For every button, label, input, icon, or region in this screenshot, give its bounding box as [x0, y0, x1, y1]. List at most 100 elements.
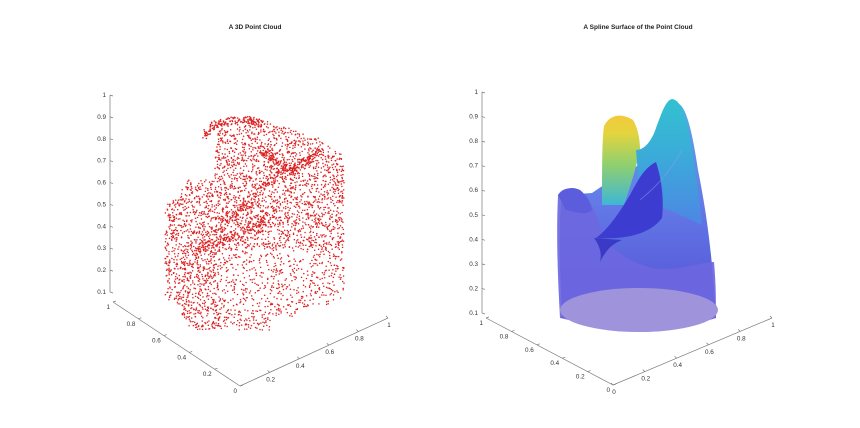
- cloud-point: [203, 235, 206, 238]
- cloud-point: [223, 194, 226, 196]
- cloud-point: [252, 228, 254, 231]
- cloud-point: [236, 213, 239, 215]
- cloud-point: [218, 216, 221, 219]
- cloud-point: [189, 288, 191, 291]
- cloud-point: [292, 270, 294, 273]
- cloud-point: [241, 205, 243, 208]
- cloud-point: [219, 148, 221, 151]
- cloud-point: [216, 282, 219, 284]
- cloud-point: [282, 180, 284, 183]
- cloud-point: [341, 211, 343, 214]
- cloud-point: [257, 205, 260, 208]
- cloud-point: [322, 151, 325, 154]
- cloud-point: [180, 199, 183, 201]
- cloud-point: [275, 163, 277, 165]
- cloud-point: [181, 296, 183, 298]
- cloud-point: [269, 252, 272, 254]
- cloud-point: [322, 186, 325, 189]
- cloud-point: [255, 188, 258, 191]
- cloud-point: [340, 258, 343, 260]
- x-tick-mark: [356, 329, 359, 332]
- cloud-point: [286, 219, 289, 222]
- cloud-point: [221, 127, 223, 130]
- cloud-point: [191, 187, 193, 190]
- cloud-point: [287, 144, 289, 146]
- cloud-point: [277, 287, 279, 290]
- cloud-point: [342, 266, 345, 269]
- cloud-point: [208, 191, 210, 194]
- cloud-point: [228, 221, 231, 223]
- z-tick-mark: [109, 269, 114, 272]
- cloud-point: [341, 199, 344, 202]
- cloud-point: [282, 163, 284, 165]
- cloud-point: [205, 281, 208, 283]
- cloud-point: [294, 157, 296, 160]
- cloud-point: [214, 167, 216, 170]
- cloud-point: [223, 259, 226, 261]
- cloud-point: [205, 187, 207, 189]
- cloud-point: [330, 198, 332, 201]
- cloud-point: [211, 242, 213, 244]
- cloud-point: [293, 163, 295, 166]
- cloud-point: [341, 218, 343, 221]
- chart-title: A 3D Point Cloud: [229, 24, 282, 31]
- cloud-point: [281, 153, 283, 155]
- x-tick-label: 0.6: [325, 349, 334, 356]
- cloud-point: [248, 232, 251, 235]
- cloud-point: [221, 210, 224, 212]
- cloud-point: [319, 153, 321, 156]
- cloud-point: [303, 203, 306, 206]
- cloud-point: [252, 147, 254, 149]
- cloud-point: [341, 185, 343, 188]
- cloud-point: [311, 219, 313, 222]
- cloud-point: [206, 134, 208, 137]
- cloud-point: [300, 236, 303, 238]
- cloud-point: [260, 180, 263, 183]
- cloud-point: [296, 213, 299, 216]
- cloud-point: [320, 234, 322, 236]
- cloud-point: [251, 142, 253, 145]
- cloud-point: [213, 322, 216, 325]
- cloud-point: [272, 130, 274, 132]
- cloud-point: [224, 165, 226, 167]
- cloud-point: [288, 217, 290, 220]
- cloud-point: [187, 234, 189, 237]
- cloud-point: [168, 219, 171, 221]
- cloud-point: [236, 319, 239, 322]
- cloud-point: [229, 187, 232, 189]
- cloud-point: [268, 245, 270, 248]
- cloud-point: [221, 266, 223, 269]
- cloud-point: [250, 211, 252, 213]
- cloud-point: [184, 205, 186, 208]
- cloud-point: [203, 201, 205, 204]
- cloud-point: [216, 160, 219, 162]
- cloud-point: [175, 217, 178, 219]
- cloud-point: [230, 180, 233, 183]
- cloud-point: [257, 197, 260, 200]
- cloud-point: [194, 295, 197, 298]
- cloud-point: [338, 195, 341, 197]
- cloud-point: [336, 207, 339, 209]
- cloud-point: [270, 286, 273, 288]
- y-tick-label: 1: [479, 320, 483, 327]
- cloud-point: [330, 288, 333, 291]
- cloud-point: [200, 218, 203, 220]
- cloud-point: [227, 167, 229, 170]
- cloud-point: [276, 139, 278, 141]
- cloud-point: [168, 218, 171, 220]
- cloud-point: [341, 252, 343, 254]
- cloud-point: [271, 172, 273, 174]
- cloud-point: [257, 218, 260, 221]
- cloud-point: [265, 157, 267, 160]
- cloud-point: [233, 229, 235, 232]
- cloud-point: [271, 285, 273, 287]
- cloud-point: [258, 203, 261, 205]
- cloud-point: [313, 254, 316, 257]
- cloud-point: [290, 274, 292, 277]
- cloud-point: [232, 254, 235, 256]
- cloud-point: [284, 205, 287, 208]
- cloud-point: [337, 235, 339, 238]
- cloud-point: [278, 292, 280, 294]
- cloud-point: [277, 309, 279, 311]
- cloud-point: [249, 137, 252, 139]
